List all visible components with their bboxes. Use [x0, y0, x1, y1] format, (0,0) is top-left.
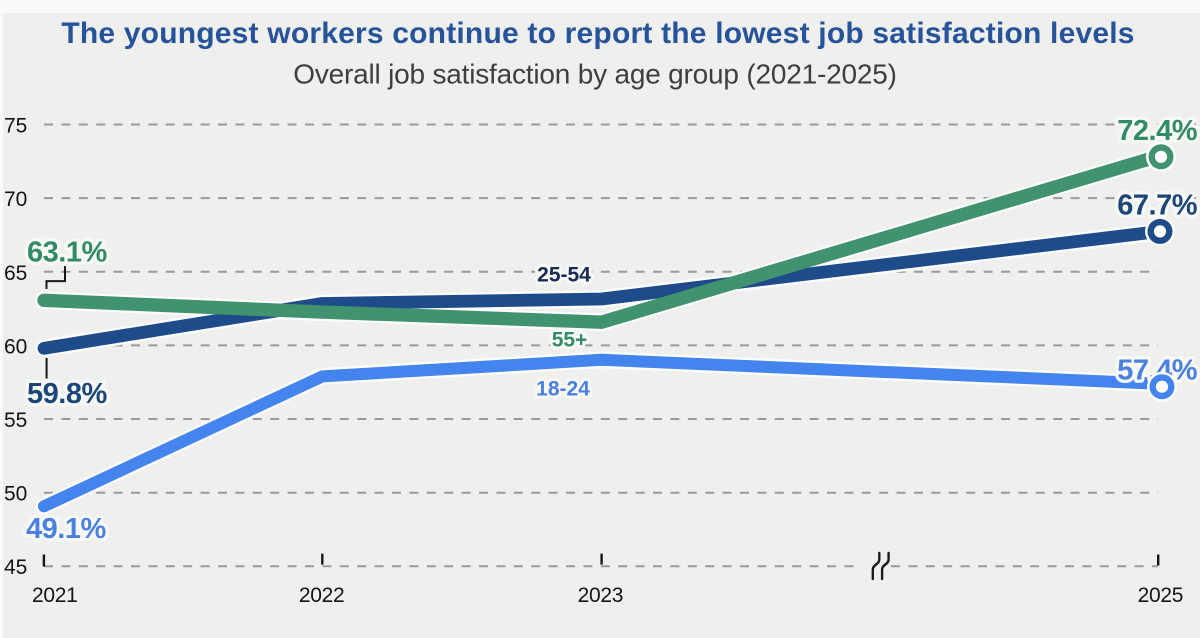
svg-text:2025: 2025 [1138, 584, 1184, 607]
svg-text:2021: 2021 [32, 584, 78, 607]
svg-text:49.1%: 49.1% [26, 513, 106, 545]
svg-text:55: 55 [4, 409, 27, 432]
svg-text:59.8%: 59.8% [27, 378, 107, 410]
svg-text:45: 45 [4, 556, 27, 579]
svg-text:2022: 2022 [299, 584, 345, 607]
svg-text:55+: 55+ [552, 328, 588, 351]
svg-text:The youngest workers continue: The youngest workers continue to report … [61, 17, 1134, 50]
svg-text:18-24: 18-24 [536, 378, 590, 401]
svg-text:70: 70 [4, 188, 27, 211]
svg-text:25-54: 25-54 [537, 263, 591, 286]
svg-text:60: 60 [4, 335, 27, 358]
svg-text:65: 65 [4, 262, 27, 285]
svg-text:2023: 2023 [578, 584, 624, 607]
svg-text:67.7%: 67.7% [1117, 189, 1197, 221]
svg-text:75: 75 [4, 115, 27, 138]
svg-text:63.1%: 63.1% [27, 236, 107, 268]
svg-text:50: 50 [4, 483, 27, 506]
svg-text:Overall job satisfaction by ag: Overall job satisfaction by age group (2… [293, 58, 896, 89]
